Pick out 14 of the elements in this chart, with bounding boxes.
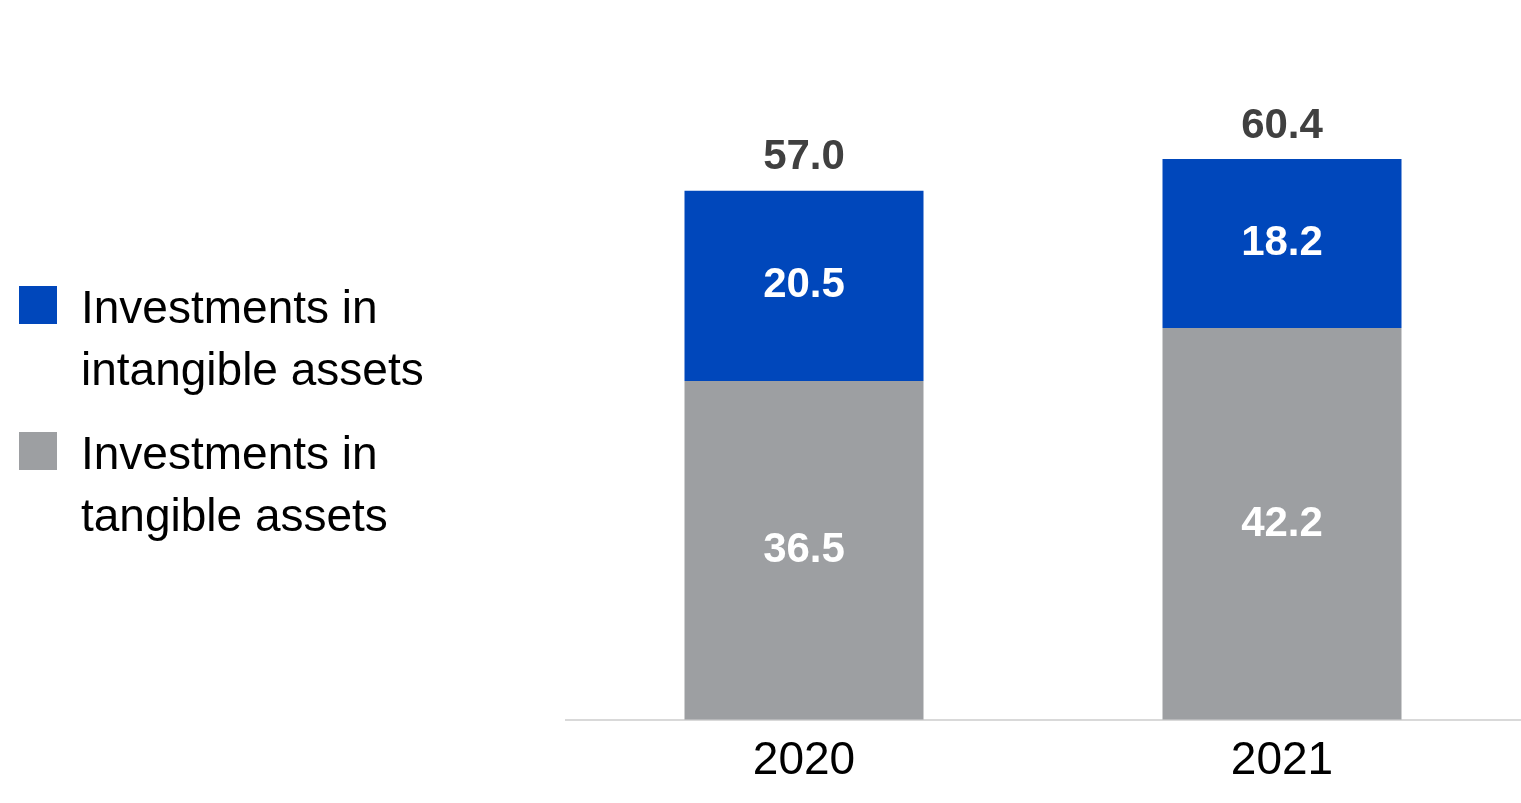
bar [1162,159,1402,329]
total-label: 57.0 [763,131,845,179]
data-label: 36.5 [763,523,845,571]
bar [1162,328,1402,720]
bar [684,190,924,381]
x-tick-label: 2021 [1230,732,1334,785]
data-label: 18.2 [1241,217,1323,265]
bar [684,380,924,720]
data-label: 20.5 [763,259,845,307]
legend-label: Investments in intangible assets [81,279,425,397]
x-tick-label: 2020 [752,732,856,785]
legend-label: Investments in tangible assets [81,425,389,543]
total-label: 60.4 [1241,99,1324,147]
data-label: 42.2 [1241,497,1323,545]
